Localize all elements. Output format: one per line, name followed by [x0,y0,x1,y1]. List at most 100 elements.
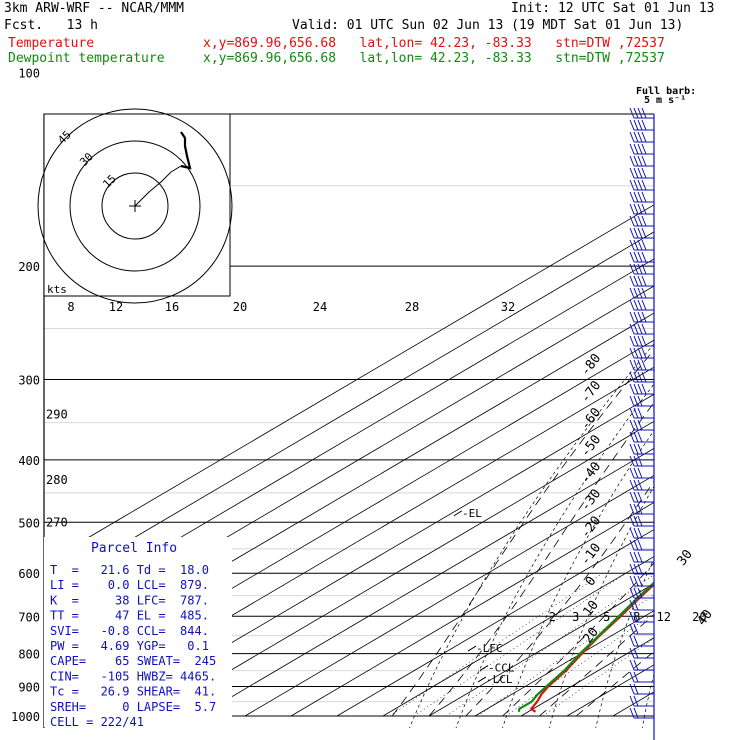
theta-side-label: 280 [46,473,68,487]
temperature-profile [530,582,654,713]
mixing-ratio-label: 12 [109,300,123,314]
wind-barb-feather [629,131,635,143]
wind-barb-feather [633,479,639,491]
dewpoint-profile [517,581,654,712]
wind-barb-feather [641,215,647,227]
wind-barb-feather [629,707,635,719]
wind-barb-feather [637,443,643,455]
wind-barb-feather [637,107,643,119]
dry-adiabat [689,72,740,729]
wind-barb-feather [641,371,647,383]
wind-barb-feather [633,287,639,299]
wind-barb-feather [637,587,643,599]
wind-barb-feather [637,275,643,287]
temperature-location: x,y=869.96,656.68 lat,lon= 42.23, -83.33… [203,36,665,51]
wind-barb-feather [641,347,647,359]
moist-adiabat [539,613,654,717]
isotherm-label: 10 [581,598,602,620]
wind-barb-feather [637,515,643,527]
dry-adiabat [641,672,654,728]
wind-barb-feather [629,191,635,203]
dry-adiabat [548,485,654,728]
wind-barb-feather [641,155,647,167]
wind-barb-feather [633,515,639,527]
wind-barb-feather [629,539,635,551]
moist-adiabat [465,480,654,717]
wind-barbs: Full barb:5 m s⁻¹ [629,86,696,740]
wind-barb-feather [637,467,643,479]
wind-barb-feather [637,539,643,551]
wind-barb-feather [629,383,635,395]
wind-barb-feather [629,359,635,371]
wind-barb-feather [637,311,643,323]
hodograph-trace-low [134,165,182,207]
parcel-row: K = 38 LFC= 787. [50,593,209,607]
wind-barb-feather [641,167,647,179]
isotherm-line [152,420,654,717]
parcel-row: SVI= -0.8 CCL= 844. [50,624,209,638]
parcel-row: CAPE= 65 SWEAT= 245 [50,654,216,668]
wind-barb-feather [633,407,639,419]
wind-barb-feather [629,407,635,419]
wind-barb-feather [633,359,639,371]
wind-barb-feather [629,611,635,623]
wind-barb-feather [641,383,647,395]
parcel-row: CIN= -105 HWBZ= 4465. [50,669,216,683]
wind-barb-feather [633,215,639,227]
wind-barb-feather [633,599,639,611]
wind-barb-feather [633,119,639,131]
wind-barb-feather [633,563,639,575]
wind-barb-feather [637,335,643,347]
wind-barb-feather [637,143,643,155]
hodograph-trace-high [180,131,192,170]
wind-barb-feather [633,467,639,479]
wind-barb-feather [637,299,643,311]
annotation-lfc-label: -LFC [476,642,503,655]
hodograph-units: kts [47,283,67,296]
wind-barb-feather [629,239,635,251]
wind-barb-feather [633,239,639,251]
mixing-ratio-label: 28 [405,300,419,314]
wind-barb-feather [629,491,635,503]
pressure-tick-label: 300 [18,373,40,387]
wind-barb-feather [629,515,635,527]
wind-barb-feather [637,251,643,263]
wind-barb-feather [629,599,635,611]
parcel-row: T = 21.6 Td = 18.0 [50,563,209,577]
wind-barb-feather [637,503,643,515]
wind-barb-feather [629,551,635,563]
wind-barb-feather [629,263,635,275]
wind-barb-feather [641,359,647,371]
wind-barb-feather [641,299,647,311]
wind-barb-feather [641,239,647,251]
barb-legend-title: Full barb: [636,86,696,97]
pressure-tick-label: 600 [18,567,40,581]
isotherm-line [60,366,654,717]
isotherm-label: 0 [583,574,600,589]
wind-barb-feather [637,239,643,251]
wind-barb-feather [629,527,635,539]
wind-barb-feather [633,431,639,443]
wind-barb-feather [641,311,647,323]
mixing-ratio-label: 2 [549,610,556,624]
mixing-ratio-label: 20 [233,300,247,314]
temperature-legend: Temperature [8,36,95,51]
wind-barb-feather [629,563,635,575]
wind-barb-feather [633,623,639,635]
parcel-row: Tc = 26.9 SHEAR= 41. [50,685,216,699]
wind-barb-feather [629,623,635,635]
wind-barb-feather [637,359,643,371]
wind-barb-feather [629,107,635,119]
isotherm-line [244,474,654,717]
wind-barb-feather [629,467,635,479]
wind-barb-feather [641,131,647,143]
wind-barb-feather [629,335,635,347]
wind-barb-feather [633,347,639,359]
wind-barb-feather [637,347,643,359]
hodograph-ring [69,140,201,272]
wind-barb-feather [641,287,647,299]
moist-adiabat [428,401,654,717]
annotation-arrow [467,645,477,652]
forecast-hour: Fcst. 13 h [4,18,98,33]
